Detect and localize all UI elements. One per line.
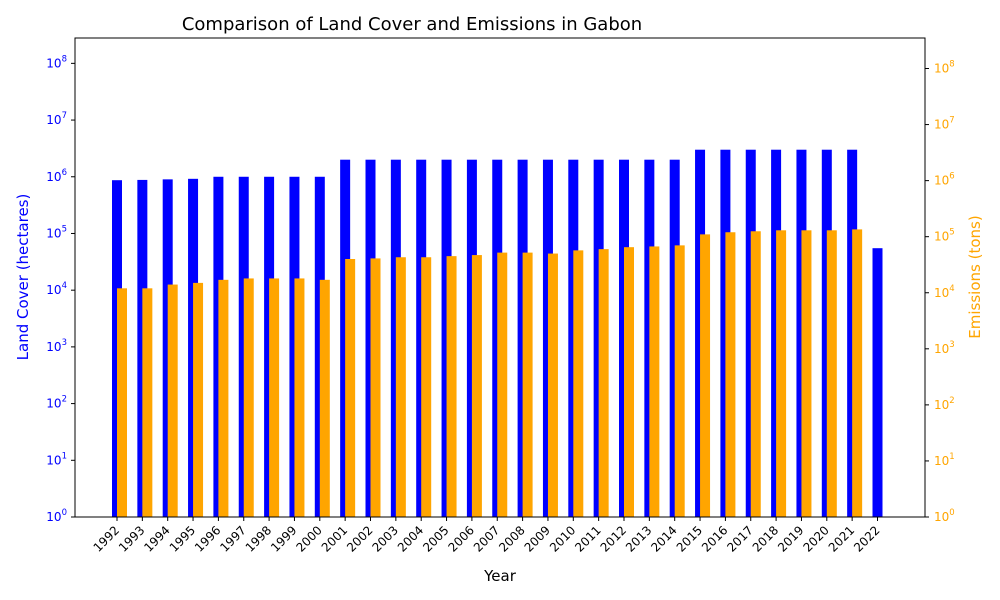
left-y-tick-label-2: 102 (46, 395, 67, 411)
emissions-bar-1993 (142, 288, 153, 517)
emissions-bar-2010 (573, 250, 584, 517)
x-tick-label-1993: 1993 (116, 523, 147, 554)
emissions-bar-2009 (547, 253, 558, 517)
right-y-tick-label-5: 105 (934, 228, 955, 244)
left-y-tick-label-8: 108 (46, 54, 67, 70)
emissions-bar-2002 (370, 258, 381, 517)
emissions-bar-2020 (826, 230, 837, 518)
emissions-bar-2003 (395, 257, 406, 517)
emissions-bar-1994 (167, 284, 178, 517)
emissions-bar-2012 (624, 247, 634, 517)
x-tick-label-2018: 2018 (750, 523, 781, 554)
emissions-bar-2001 (345, 259, 356, 517)
right-y-tick-label-7: 107 (934, 116, 955, 132)
emissions-bar-1997 (243, 278, 254, 517)
x-tick-label-2009: 2009 (522, 523, 553, 554)
emissions-bar-2021 (852, 229, 863, 517)
emissions-bar-2014 (674, 245, 685, 517)
emissions-bar-1996 (218, 279, 229, 517)
left-y-tick-label-3: 103 (46, 338, 67, 354)
x-tick-label-2007: 2007 (471, 523, 502, 554)
emissions-bar-2018 (776, 230, 787, 518)
bars-layer (112, 149, 883, 518)
emissions-bar-1999 (294, 278, 305, 517)
plot-frame (74, 37, 926, 518)
x-tick-label-1998: 1998 (243, 523, 274, 554)
left-y-tick-label-1: 101 (46, 451, 67, 467)
right-y-tick-label-1: 101 (934, 452, 955, 468)
emissions-bar-2005 (446, 256, 457, 517)
left-y-tick-label-7: 107 (46, 111, 67, 127)
x-tick-label-2010: 2010 (547, 523, 578, 554)
right-y-tick-label-2: 102 (934, 396, 955, 412)
x-tick-label-1996: 1996 (192, 523, 223, 554)
x-tick-label-2011: 2011 (572, 523, 603, 554)
emissions-bar-2015 (700, 234, 711, 517)
x-tick-label-2003: 2003 (369, 523, 400, 554)
x-axis-title: Year (483, 567, 517, 585)
left-y-tick-label-0: 100 (46, 508, 67, 524)
x-tick-label-1992: 1992 (91, 523, 122, 554)
right-y-axis-title: Emissions (tons) (966, 215, 984, 338)
x-tick-label-2005: 2005 (420, 523, 451, 554)
x-tick-label-2008: 2008 (496, 523, 527, 554)
right-y-tick-label-3: 103 (934, 340, 955, 356)
x-tick-label-2006: 2006 (446, 523, 477, 554)
x-tick-label-2013: 2013 (623, 523, 654, 554)
emissions-bar-2004 (421, 257, 432, 517)
x-tick-label-2021: 2021 (826, 523, 857, 554)
x-tick-label-2004: 2004 (395, 523, 426, 554)
x-tick-label-2014: 2014 (648, 523, 679, 554)
x-tick-label-1999: 1999 (268, 523, 299, 554)
x-tick-label-2001: 2001 (319, 523, 350, 554)
chart-title: Comparison of Land Cover and Emissions i… (182, 14, 642, 35)
emissions-bar-2017 (750, 231, 761, 517)
x-tick-label-2022: 2022 (851, 523, 882, 554)
left-y-tick-label-4: 104 (46, 281, 67, 297)
emissions-bar-2016 (725, 232, 736, 517)
x-tick-label-2019: 2019 (775, 523, 806, 554)
emissions-bar-2019 (801, 230, 812, 518)
x-tick-label-1995: 1995 (167, 523, 198, 554)
x-tick-label-2017: 2017 (724, 523, 755, 554)
emissions-bar-2000 (319, 279, 330, 517)
x-tick-label-2016: 2016 (699, 523, 730, 554)
left-y-axis-title: Land Cover (hectares) (14, 194, 32, 361)
land-cover-bar-2022 (872, 248, 883, 517)
x-tick-label-1997: 1997 (217, 523, 248, 554)
emissions-bar-1995 (193, 282, 204, 517)
emissions-bar-1992 (117, 288, 127, 517)
right-y-tick-label-6: 106 (934, 172, 955, 188)
x-tick-label-2015: 2015 (674, 523, 705, 554)
left-y-tick-label-6: 106 (46, 168, 67, 184)
x-tick-label-1994: 1994 (141, 523, 172, 554)
x-tick-label-2002: 2002 (344, 523, 375, 554)
emissions-bar-2008 (522, 252, 533, 518)
left-y-tick-label-5: 105 (46, 224, 67, 240)
right-y-tick-label-8: 108 (934, 60, 955, 76)
x-tick-label-2012: 2012 (598, 523, 629, 554)
right-y-tick-label-0: 100 (934, 508, 955, 524)
emissions-bar-2007 (497, 252, 508, 518)
emissions-bar-1998 (269, 278, 280, 517)
emissions-bar-2013 (649, 246, 660, 517)
emissions-bar-2006 (471, 255, 482, 517)
x-tick-label-2020: 2020 (800, 523, 831, 554)
x-tick-label-2000: 2000 (293, 523, 324, 554)
right-y-tick-label-4: 104 (934, 284, 955, 300)
emissions-bar-2011 (598, 249, 609, 517)
